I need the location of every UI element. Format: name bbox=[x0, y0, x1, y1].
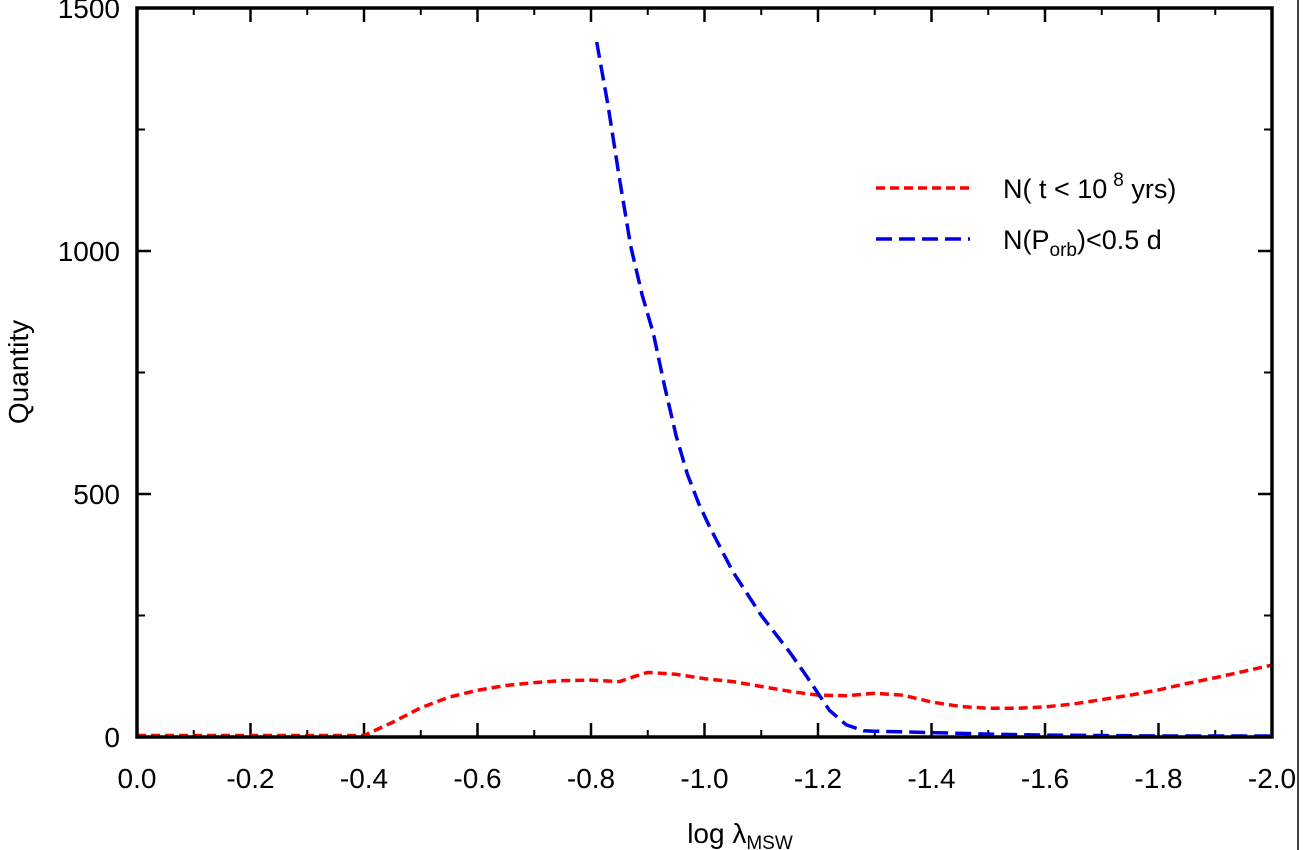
x-axis-label-main: log λ bbox=[687, 818, 746, 849]
y-axis-label: Quantity bbox=[3, 320, 34, 424]
x-tick-label: -0.4 bbox=[340, 763, 388, 794]
x-tick-label: -0.2 bbox=[226, 763, 274, 794]
x-tick-label: -1.0 bbox=[680, 763, 728, 794]
x-tick-label: 0.0 bbox=[118, 763, 157, 794]
legend-label-series-2-suffix: )<0.5 d bbox=[1077, 225, 1162, 255]
x-tick-label: -1.8 bbox=[1134, 763, 1182, 794]
y-tick-label: 1000 bbox=[58, 236, 120, 267]
tick-labels: 0.0 -0.2 -0.4 -0.6 -0.8 -1.0 -1.2 -1.4 -1.6 -1.8 -… bbox=[58, 0, 1296, 794]
axis-ticks bbox=[135, 6, 1274, 739]
legend-label-series-2-prefix: N(P bbox=[1003, 225, 1050, 255]
series-layer bbox=[137, 41, 1273, 738]
legend-label-series-1-prefix: N( t < 10 bbox=[1003, 174, 1107, 204]
series-line-1 bbox=[137, 663, 1273, 738]
x-tick-label: -1.6 bbox=[1021, 763, 1069, 794]
legend-label-series-1: N( t < 10 8 yrs) bbox=[1003, 170, 1176, 204]
x-tick-label: -2.0 bbox=[1248, 763, 1296, 794]
y-tick-label: 500 bbox=[73, 479, 120, 510]
series-line-2 bbox=[594, 41, 1272, 738]
legend-label-series-1-suffix: yrs) bbox=[1124, 174, 1176, 204]
x-tick-label: -0.6 bbox=[453, 763, 501, 794]
x-tick-label: -0.8 bbox=[567, 763, 615, 794]
y-tick-label: 1500 bbox=[58, 0, 120, 24]
legend: N( t < 10 8 yrs) N(Porb)<0.5 d bbox=[876, 170, 1176, 261]
y-tick-label: 0 bbox=[104, 722, 120, 753]
legend-label-series-2-sub: orb bbox=[1050, 240, 1077, 261]
legend-label-series-1-sup: 8 bbox=[1113, 170, 1124, 191]
x-axis-label: log λMSW bbox=[687, 818, 793, 850]
legend-label-series-2: N(Porb)<0.5 d bbox=[1003, 225, 1162, 261]
plot-frame bbox=[135, 6, 1274, 739]
x-axis-label-sub: MSW bbox=[746, 833, 793, 850]
x-tick-label: -1.4 bbox=[907, 763, 955, 794]
x-tick-label: -1.2 bbox=[794, 763, 842, 794]
